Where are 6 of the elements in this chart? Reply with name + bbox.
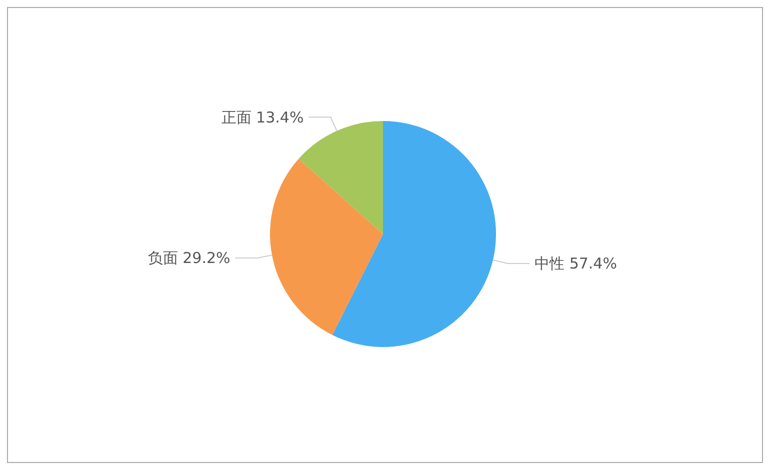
slice-label: 负面 29.2% <box>148 249 230 268</box>
pie-slice <box>298 121 383 234</box>
pie-slice <box>332 121 496 347</box>
pie-slice <box>270 158 383 336</box>
slice-label: 正面 13.4% <box>221 108 304 126</box>
slice-label: 中性 57.4% <box>534 254 617 273</box>
